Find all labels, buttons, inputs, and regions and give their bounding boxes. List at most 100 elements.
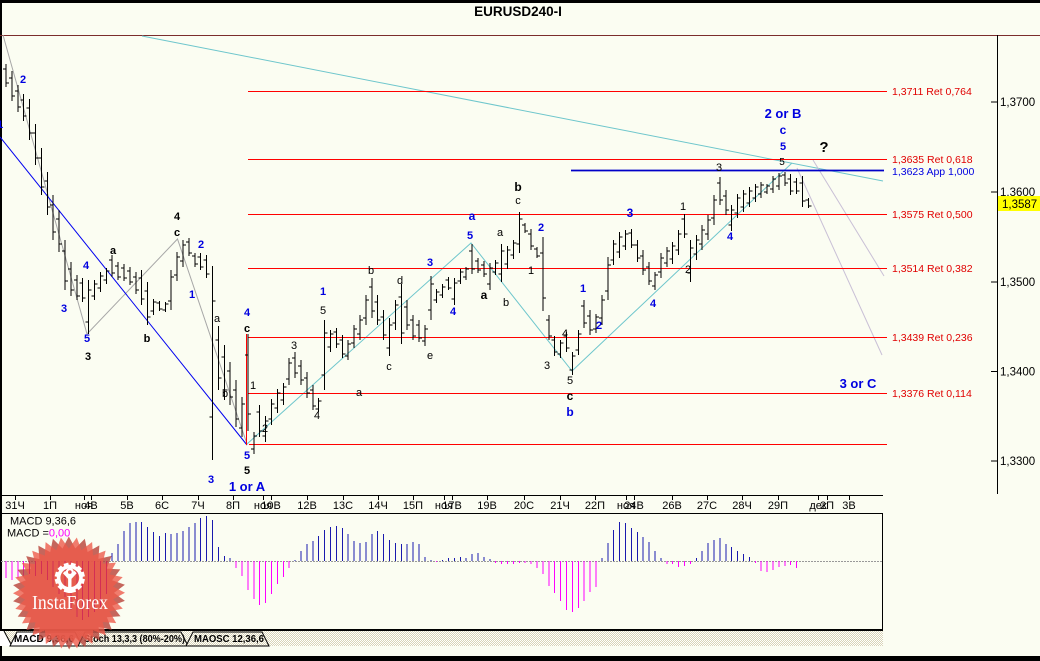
svg-text:4: 4: [450, 306, 457, 318]
svg-text:4: 4: [174, 211, 181, 223]
svg-text:4: 4: [83, 260, 90, 272]
svg-text:5: 5: [84, 333, 90, 345]
svg-text:?: ?: [819, 139, 828, 156]
svg-text:Stoch 13,3,3 (80%-20%): Stoch 13,3,3 (80%-20%): [84, 633, 185, 645]
svg-text:2 or B: 2 or B: [765, 106, 802, 121]
svg-text:12В: 12В: [297, 500, 317, 512]
svg-text:2: 2: [198, 239, 204, 251]
svg-text:2: 2: [596, 320, 602, 332]
svg-text:14Ч: 14Ч: [368, 500, 388, 512]
svg-text:10В: 10В: [261, 500, 281, 512]
svg-text:1,3439 Ret 0,236: 1,3439 Ret 0,236: [892, 332, 973, 344]
svg-text:b: b: [222, 388, 228, 400]
svg-text:3: 3: [61, 303, 67, 315]
svg-text:5: 5: [244, 465, 250, 477]
svg-text:1: 1: [528, 265, 534, 277]
svg-text:c: c: [174, 227, 180, 239]
svg-text:b: b: [566, 405, 573, 419]
svg-text:a: a: [214, 313, 221, 325]
svg-text:3: 3: [291, 340, 297, 352]
svg-text:a: a: [110, 245, 117, 257]
svg-text:d: d: [397, 275, 403, 287]
svg-text:13С: 13С: [333, 500, 353, 512]
svg-text:b: b: [144, 333, 151, 345]
svg-text:31Ч: 31Ч: [5, 500, 25, 512]
svg-text:a: a: [497, 227, 504, 239]
svg-text:2: 2: [20, 74, 26, 86]
svg-text:28Ч: 28Ч: [732, 500, 752, 512]
svg-text:8П: 8П: [226, 500, 240, 512]
svg-text:ноя: ноя: [617, 500, 635, 512]
svg-text:ноя: ноя: [75, 500, 93, 512]
svg-text:4: 4: [727, 231, 734, 243]
svg-text:17В: 17В: [442, 500, 462, 512]
svg-text:MAOSC 12,36,6: MAOSC 12,36,6: [194, 633, 264, 645]
svg-text:2П: 2П: [820, 500, 834, 512]
svg-text:1,3575 Ret 0,500: 1,3575 Ret 0,500: [892, 209, 973, 221]
svg-text:5: 5: [467, 230, 473, 242]
svg-text:c: c: [386, 361, 392, 373]
svg-text:21Ч: 21Ч: [550, 500, 570, 512]
svg-text:15П: 15П: [403, 500, 423, 512]
svg-text:5: 5: [244, 450, 250, 462]
svg-text:4: 4: [244, 307, 251, 319]
svg-text:c: c: [567, 389, 574, 403]
svg-text:c: c: [515, 195, 521, 207]
svg-text:3В: 3В: [842, 500, 855, 512]
svg-text:4В: 4В: [84, 500, 97, 512]
svg-text:c: c: [244, 323, 250, 335]
svg-text:6С: 6С: [155, 500, 169, 512]
svg-text:1,3500: 1,3500: [1000, 277, 1035, 289]
svg-text:1,3400: 1,3400: [1000, 367, 1035, 379]
svg-text:1,3623 App 1,000: 1,3623 App 1,000: [892, 166, 974, 178]
svg-text:1,3376 Ret 0,114: 1,3376 Ret 0,114: [892, 388, 972, 400]
svg-text:5: 5: [320, 305, 326, 317]
svg-text:20С: 20С: [514, 500, 534, 512]
svg-text:1: 1: [580, 283, 586, 295]
svg-text:29П: 29П: [768, 500, 788, 512]
svg-text:24В: 24В: [624, 500, 644, 512]
svg-text:дек: дек: [809, 500, 827, 512]
svg-text:3 or C: 3 or C: [840, 376, 877, 391]
svg-text:ноя: ноя: [435, 500, 453, 512]
svg-text:1: 1: [320, 286, 326, 298]
svg-text:1,3700: 1,3700: [1000, 97, 1035, 109]
svg-text:MACD 9,36,6: MACD 9,36,6: [10, 516, 76, 528]
svg-text:EURUSD240-I: EURUSD240-I: [474, 4, 562, 19]
svg-text:1 or A: 1 or A: [229, 479, 266, 494]
svg-text:1,3587: 1,3587: [1002, 199, 1037, 211]
svg-text:c: c: [780, 123, 787, 137]
svg-text:5: 5: [567, 375, 573, 387]
svg-text:4: 4: [314, 410, 320, 422]
svg-text:e: e: [427, 350, 433, 362]
svg-text:1,3635 Ret 0,618: 1,3635 Ret 0,618: [892, 154, 973, 166]
svg-text:3: 3: [85, 351, 91, 363]
svg-text:b: b: [514, 180, 521, 194]
svg-text:2: 2: [538, 222, 544, 234]
svg-text:b: b: [503, 297, 509, 309]
svg-text:InstaForex: InstaForex: [32, 592, 108, 614]
svg-text:26В: 26В: [662, 500, 682, 512]
svg-text:2: 2: [685, 264, 691, 276]
svg-text:3: 3: [544, 360, 550, 372]
svg-text:3: 3: [627, 206, 634, 220]
svg-text:5: 5: [779, 157, 785, 168]
svg-text:1,3711 Ret 0,764: 1,3711 Ret 0,764: [892, 86, 972, 98]
svg-text:4: 4: [650, 298, 657, 310]
svg-text:ноя: ноя: [254, 500, 272, 512]
svg-text:4: 4: [562, 328, 568, 340]
svg-text:5: 5: [780, 141, 786, 153]
svg-text:1: 1: [250, 380, 256, 392]
svg-text:3: 3: [716, 162, 722, 174]
svg-text:5В: 5В: [120, 500, 133, 512]
svg-text:1П: 1П: [43, 500, 57, 512]
svg-text:a: a: [356, 387, 363, 399]
svg-text:MACD =0,00: MACD =0,00: [7, 528, 70, 540]
svg-text:3: 3: [208, 474, 214, 486]
svg-text:2: 2: [262, 423, 268, 435]
svg-text:19В: 19В: [477, 500, 497, 512]
svg-text:1: 1: [680, 201, 686, 213]
svg-text:1: 1: [189, 289, 195, 301]
svg-text:b: b: [368, 265, 374, 277]
svg-text:1,3300: 1,3300: [1000, 456, 1035, 468]
